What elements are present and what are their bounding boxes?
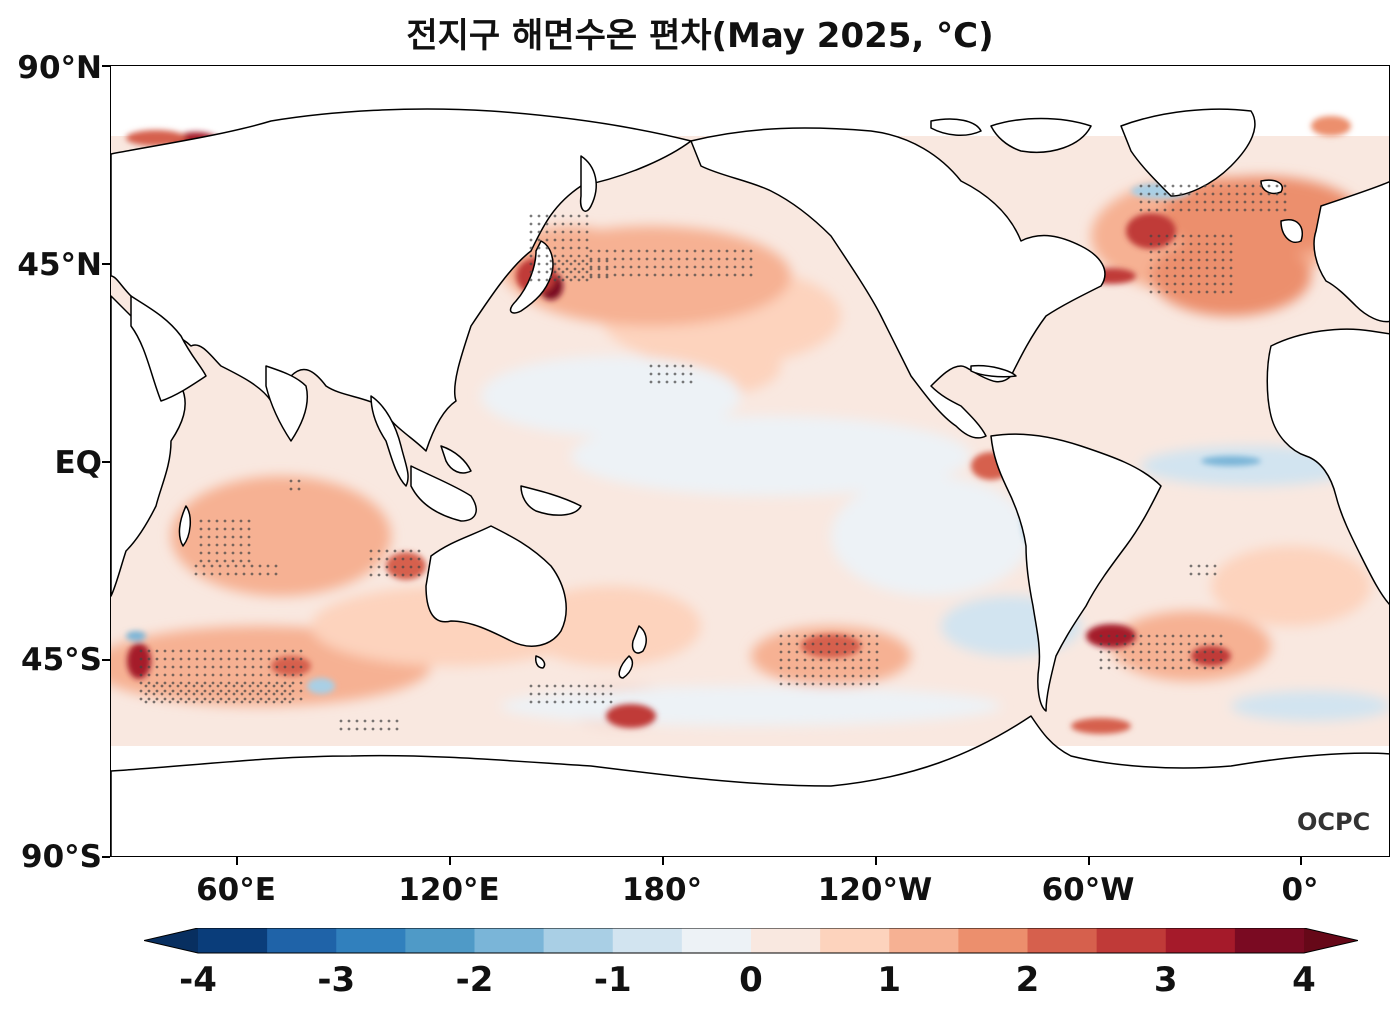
colorbar-bin <box>405 928 475 953</box>
colorbar-bin <box>1027 928 1098 953</box>
lon-label-0: 0° <box>1281 872 1319 908</box>
tick-lon-180 <box>662 857 664 865</box>
colorbar-bin <box>1234 928 1305 953</box>
lat-label-eq: EQ <box>54 445 102 481</box>
lat-label-45s: 45°S <box>21 642 102 678</box>
ocpc-logo: OCPC <box>1297 808 1371 836</box>
colorbar-bin <box>267 928 337 953</box>
lat-label-45n: 45°N <box>17 247 102 283</box>
lon-label-60w: 60°W <box>1041 872 1135 908</box>
colorbar-bin <box>1096 928 1167 953</box>
colorbar-extend-under <box>144 928 198 953</box>
tick-lon-120w <box>875 857 877 865</box>
colorbar-tick-label: 2 <box>1015 960 1040 1000</box>
colorbar-tick-label: -2 <box>455 960 494 1000</box>
colorbar-bin <box>474 928 545 953</box>
lon-label-60e: 60°E <box>196 872 276 908</box>
colorbar <box>144 928 1358 954</box>
lat-label-90n: 90°N <box>17 50 102 86</box>
colorbar-tick-label: 3 <box>1153 960 1178 1000</box>
colorbar-bin <box>198 928 268 953</box>
lon-label-120w: 120°W <box>817 872 933 908</box>
significance-stippling <box>139 184 1287 731</box>
tick-lat-45n <box>102 263 110 265</box>
colorbar-bin <box>612 928 683 953</box>
colorbar-bin <box>543 928 614 953</box>
lon-label-180: 180° <box>621 872 703 908</box>
tick-lat-90n <box>102 65 110 67</box>
colorbar-tick-label: -1 <box>593 960 632 1000</box>
tick-lon-0 <box>1300 857 1302 865</box>
colorbar-bin <box>958 928 1028 953</box>
lat-label-90s: 90°S <box>21 839 102 875</box>
tick-lat-45s <box>102 659 110 661</box>
colorbar-bin <box>336 928 406 953</box>
colorbar-bin <box>889 928 959 953</box>
tick-lon-60e <box>236 857 238 865</box>
colorbar-tick-label: -4 <box>179 960 217 1000</box>
tick-lon-120e <box>449 857 451 865</box>
colorbar-extend-over <box>1304 928 1358 953</box>
colorbar-tick-label: 1 <box>877 960 902 1000</box>
tick-lat-90s <box>102 856 110 858</box>
map-canvas <box>111 108 1389 856</box>
colorbar-tick-label: -3 <box>317 960 356 1000</box>
map-title: 전지구 해면수온 편차(May 2025, °C) <box>406 16 994 56</box>
sst-anomaly-field <box>111 116 1389 746</box>
colorbar-bin <box>820 928 890 953</box>
lon-label-120e: 120°E <box>398 872 500 908</box>
coastlines <box>111 108 1389 856</box>
colorbar-tick-label: 0 <box>739 960 763 1000</box>
sst-anomaly-map <box>110 65 1390 857</box>
tick-lon-60w <box>1088 857 1090 865</box>
colorbar-tick-label: 4 <box>1292 960 1316 1000</box>
tick-lat-eq <box>102 461 110 463</box>
colorbar-bin <box>751 928 821 953</box>
colorbar-bin <box>681 928 752 953</box>
colorbar-outline <box>144 928 1358 954</box>
colorbar-bin <box>1165 928 1236 953</box>
